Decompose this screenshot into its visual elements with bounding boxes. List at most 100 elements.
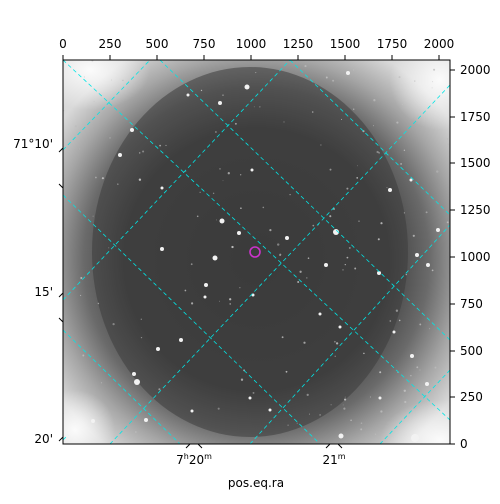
faint-star bbox=[184, 289, 187, 292]
faint-star bbox=[311, 111, 314, 113]
faint-star bbox=[342, 269, 344, 271]
star bbox=[204, 283, 208, 287]
faint-star bbox=[253, 106, 255, 108]
faint-star bbox=[196, 215, 199, 218]
faint-star bbox=[344, 398, 347, 401]
faint-star bbox=[73, 382, 75, 384]
right-tick-label: 500 bbox=[460, 344, 483, 358]
faint-star bbox=[325, 76, 328, 79]
star bbox=[377, 271, 381, 275]
faint-star bbox=[279, 253, 282, 256]
faint-star bbox=[229, 298, 232, 301]
star bbox=[219, 218, 225, 224]
star bbox=[156, 347, 160, 351]
faint-star bbox=[112, 322, 115, 326]
faint-star bbox=[159, 144, 162, 147]
faint-star bbox=[240, 207, 242, 210]
faint-star bbox=[240, 378, 244, 381]
star bbox=[91, 419, 95, 423]
faint-star bbox=[108, 247, 110, 249]
faint-star bbox=[158, 388, 161, 391]
faint-star bbox=[140, 318, 142, 320]
faint-star bbox=[287, 424, 289, 426]
faint-star bbox=[216, 219, 218, 221]
faint-star bbox=[404, 400, 407, 404]
left-tick-label: 15' bbox=[34, 285, 53, 299]
faint-star bbox=[296, 422, 298, 424]
right-axis: 2000 1750 1500 1250 1000 750 500 250 0 bbox=[450, 63, 491, 451]
star bbox=[388, 188, 392, 192]
faint-star bbox=[370, 396, 372, 398]
star bbox=[144, 418, 148, 422]
left-tick-label: 71°10' bbox=[13, 137, 53, 151]
faint-star bbox=[303, 341, 306, 344]
faint-star bbox=[306, 277, 308, 279]
faint-star bbox=[396, 121, 399, 124]
faint-star bbox=[78, 148, 81, 150]
top-tick-label: 2000 bbox=[424, 37, 455, 51]
faint-star bbox=[109, 137, 111, 139]
faint-star bbox=[403, 389, 406, 392]
star bbox=[130, 128, 134, 132]
faint-star bbox=[128, 89, 130, 91]
faint-star bbox=[231, 245, 234, 249]
faint-star bbox=[252, 391, 255, 394]
faint-star bbox=[80, 294, 82, 297]
star bbox=[285, 236, 289, 240]
faint-star bbox=[410, 375, 412, 377]
faint-star bbox=[283, 121, 285, 123]
faint-star bbox=[334, 340, 336, 343]
faint-star bbox=[67, 375, 70, 378]
faint-star bbox=[363, 352, 365, 355]
faint-star bbox=[299, 270, 302, 273]
faint-star bbox=[357, 165, 359, 167]
star bbox=[268, 408, 272, 412]
faint-star bbox=[269, 229, 272, 232]
faint-star bbox=[425, 211, 428, 214]
faint-star bbox=[431, 87, 433, 89]
faint-star bbox=[138, 178, 142, 181]
faint-star bbox=[285, 370, 288, 373]
star bbox=[250, 168, 254, 172]
faint-star bbox=[309, 413, 310, 415]
top-tick-label: 750 bbox=[193, 37, 216, 51]
faint-star bbox=[255, 72, 257, 74]
faint-star bbox=[401, 103, 404, 106]
faint-star bbox=[334, 355, 336, 357]
right-tick-label: 1500 bbox=[460, 156, 491, 170]
star bbox=[203, 295, 207, 299]
faint-star bbox=[222, 180, 224, 182]
faint-star bbox=[281, 336, 284, 339]
faint-star bbox=[277, 243, 280, 246]
faint-star bbox=[414, 80, 416, 82]
faint-star bbox=[378, 152, 380, 154]
right-tick-label: 0 bbox=[460, 437, 468, 451]
faint-star bbox=[341, 118, 342, 120]
star bbox=[190, 409, 194, 413]
left-axis: 71°10' 15' 20' bbox=[13, 137, 64, 446]
faint-star bbox=[165, 144, 167, 147]
right-tick-label: 1750 bbox=[460, 110, 491, 124]
faint-star bbox=[142, 150, 145, 153]
faint-star bbox=[97, 302, 100, 305]
faint-star bbox=[398, 76, 401, 79]
star bbox=[410, 354, 414, 358]
faint-star bbox=[356, 177, 359, 179]
faint-star bbox=[335, 342, 339, 345]
faint-star bbox=[199, 191, 201, 193]
faint-star bbox=[434, 366, 437, 369]
faint-star bbox=[332, 79, 335, 82]
star bbox=[318, 312, 322, 316]
star bbox=[392, 330, 396, 334]
sky-image bbox=[63, 60, 450, 444]
faint-star bbox=[350, 419, 352, 422]
faint-star bbox=[92, 215, 94, 217]
star bbox=[186, 93, 190, 97]
star bbox=[134, 379, 140, 385]
faint-star bbox=[330, 404, 332, 406]
faint-star bbox=[360, 422, 363, 424]
target-marker bbox=[249, 246, 261, 258]
faint-star bbox=[432, 81, 433, 83]
faint-star bbox=[405, 273, 407, 276]
star bbox=[248, 396, 252, 400]
